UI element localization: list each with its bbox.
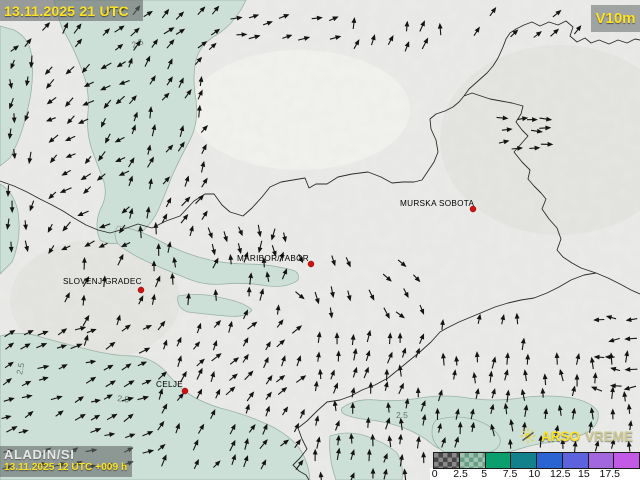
wind-arrows xyxy=(1,5,638,480)
legend-tick: 15 xyxy=(578,468,590,480)
valid-time-bar: 13.11.2025 21 UTC xyxy=(0,0,143,21)
svg-text:2.5: 2.5 xyxy=(117,393,130,405)
wind-speed-legend: 0 2.5 5 7.5 10 12.5 15 17.5 xyxy=(430,452,640,480)
legend-tick: 7.5 xyxy=(502,468,518,480)
city-dot xyxy=(307,260,315,268)
product-name: VREME xyxy=(585,428,634,444)
city-dot xyxy=(181,387,189,395)
variable-badge: V10m xyxy=(591,5,640,32)
legend-tick: 5 xyxy=(481,468,488,480)
svg-text:2.5: 2.5 xyxy=(14,362,26,376)
city-label: SLOVENJ GRADEC xyxy=(63,277,142,286)
city-dot xyxy=(137,286,145,294)
wind-speed-shaded-areas xyxy=(0,0,599,480)
legend-tick: 17.5 xyxy=(599,468,620,480)
city-label: CELJE xyxy=(156,380,183,389)
legend-color-cells xyxy=(433,452,640,469)
agency-name: ARSO xyxy=(541,428,581,444)
arso-vreme-logo: ARSO VREME xyxy=(520,428,633,444)
legend-tick: 12.5 xyxy=(549,468,571,480)
legend-cell xyxy=(433,452,460,469)
legend-cell xyxy=(587,452,615,469)
city-markers: MURSKA SOBOTA MARIBOR/TABOR SLOVENJ GRADEC… xyxy=(63,199,477,395)
city-label: MARIBOR/TABOR xyxy=(237,254,309,263)
legend-cell xyxy=(510,452,537,469)
legend-cell xyxy=(536,452,563,469)
model-run-label: 13.11.2025 12 UTC +009 h xyxy=(4,462,128,473)
sun-icon xyxy=(520,428,536,444)
variable-label: V10m xyxy=(595,10,636,27)
city-label: MURSKA SOBOTA xyxy=(400,199,475,208)
legend-cell xyxy=(458,452,486,469)
legend-cell xyxy=(484,452,512,469)
legend-cell xyxy=(561,452,589,469)
svg-text:2.5: 2.5 xyxy=(396,410,408,420)
legend-tick-strip xyxy=(430,468,640,480)
city-dot xyxy=(469,205,477,213)
valid-time-label: 13.11.2025 21 UTC xyxy=(4,2,129,19)
legend-tick: 0 xyxy=(431,468,438,480)
legend-tick: 10 xyxy=(528,468,541,480)
model-info-bar: ALADIN/SI 13.11.2025 12 UTC +009 h xyxy=(0,446,132,477)
legend-tick: 2.5 xyxy=(453,468,468,480)
legend-cell xyxy=(613,452,640,469)
model-name: ALADIN/SI xyxy=(4,447,75,462)
